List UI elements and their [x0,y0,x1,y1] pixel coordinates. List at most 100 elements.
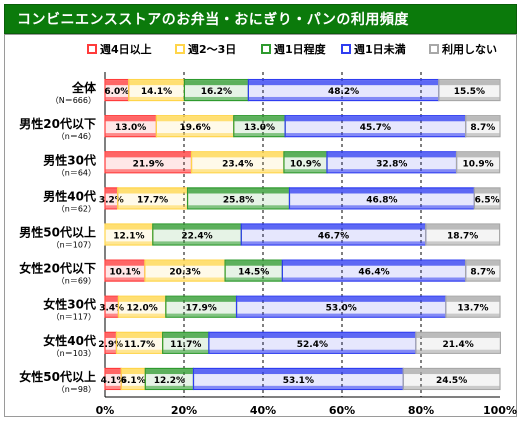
category-n-label: （N＝666） [51,96,96,105]
bar-data-label: 21.4% [443,340,474,350]
category-n-label: （n＝103） [52,349,96,358]
bar-segment-shadow [105,169,191,173]
x-tick-label: 80% [408,404,434,417]
bar-segment-shadow [466,277,500,281]
bar-segment-shadow [105,313,118,317]
bar-segment-shadow [145,277,225,281]
bar-segment-highlight [234,116,285,122]
bar-segment-highlight [105,116,156,122]
bar-segment-shadow [474,205,500,209]
bar-segment-highlight [105,260,145,266]
bar-segment-shadow [105,385,121,389]
bar-segment-shadow [129,96,184,100]
category-label: 男性50代以上 [19,225,96,240]
x-tick-label: 40% [250,404,276,417]
bar-segment-shadow [118,205,187,209]
bar-segment-shadow [426,241,500,245]
chart-title: コンビニエンスストアのお弁当・おにぎり・パンの利用頻度 [17,12,409,28]
bar-segment-shadow [166,313,236,317]
x-tick-label: 20% [171,404,197,417]
bar-segment-highlight [184,80,248,86]
bar-segment-shadow [416,349,500,353]
bar-segment-highlight [474,188,500,194]
bar-segment-highlight [416,332,500,338]
bar-data-label: 15.5% [454,87,485,97]
bar-data-label: 13.7% [457,304,488,314]
bar-segment-highlight [121,369,145,375]
legend-label: 週1日程度 [274,42,327,56]
bar-segment-highlight [118,188,187,194]
bar-segment-shadow [119,313,166,317]
bar-segment-highlight [446,296,500,302]
category-n-label: （n＝69） [57,277,96,286]
bar-data-label: 8.7% [470,123,495,133]
bar-data-label: 52.4% [297,340,328,350]
bar-segment-shadow [439,96,500,100]
bar-segment-shadow [192,169,284,173]
bar-segment-shadow [466,133,500,137]
bar-segment-highlight [105,369,121,375]
bar-data-label: 21.9% [133,159,164,169]
bar-segment-highlight [163,332,209,338]
bar-segment-highlight [145,369,193,375]
bar-segment-highlight [403,369,500,375]
bar-data-label: 6.5% [475,195,500,205]
bar-segment-highlight [129,80,184,86]
bar-segment-highlight [327,152,456,158]
bar-segment-shadow [105,241,153,245]
bar-segment-shadow [284,169,327,173]
bar-segment-shadow [121,385,145,389]
bar-segment-highlight [192,152,284,158]
bar-data-label: 13.0% [244,123,275,133]
bar-data-label: 6.1% [121,376,146,386]
bar-segment-shadow [117,349,163,353]
legend-label: 週2～3日 [188,42,236,56]
bar-segment-shadow [194,385,403,389]
bar-data-label: 24.5% [436,376,467,386]
bar-data-label: 11.7% [170,340,201,350]
bar-segment-shadow [163,349,209,353]
bar-data-label: 8.7% [470,268,495,278]
plot-area [105,72,500,397]
bar-segment-shadow [209,349,416,353]
bar-data-label: 18.7% [447,232,478,242]
bar-segment-highlight [105,224,153,230]
bar-data-label: 14.5% [238,268,269,278]
legend-label: 利用しない [442,42,497,56]
bar-data-label: 2.9% [98,340,123,350]
bar-segment-shadow [105,349,116,353]
legend-swatch [429,44,439,54]
x-tick-label: 100% [483,404,517,417]
bar-data-label: 10.9% [462,159,493,169]
bar-data-label: 46.7% [318,232,349,242]
category-n-label: （n＝117） [52,313,96,322]
bar-segment-shadow [105,205,118,209]
bar-segment-highlight [117,332,163,338]
bar-data-label: 10.9% [290,159,321,169]
bar-segment-highlight [105,152,191,158]
bar-segment-highlight [290,188,474,194]
bar-data-label: 12.2% [154,376,185,386]
bar-data-label: 3.2% [99,195,124,205]
bar-segment-shadow [237,313,446,317]
bar-data-label: 13.0% [115,123,146,133]
bar-segment-shadow [153,241,241,245]
bar-data-label: 53.1% [283,376,314,386]
category-label: 女性30代 [43,297,96,312]
bar-segment-highlight [225,260,282,266]
bar-segment-shadow [241,241,426,245]
bar-segment-highlight [166,296,236,302]
bar-segment-highlight [105,188,118,194]
bar-segment-highlight [209,332,416,338]
bar-data-label: 22.4% [181,232,212,242]
bar-segment-shadow [403,385,500,389]
bar-data-label: 48.2% [328,87,359,97]
bar-segment-highlight [194,369,403,375]
bar-segment-highlight [105,80,129,86]
bar-data-label: 17.9% [186,304,217,314]
legend-label: 週4日以上 [100,42,152,56]
bar-segment-shadow [156,133,234,137]
bar-segment-highlight [426,224,500,230]
bar-data-label: 45.7% [360,123,391,133]
